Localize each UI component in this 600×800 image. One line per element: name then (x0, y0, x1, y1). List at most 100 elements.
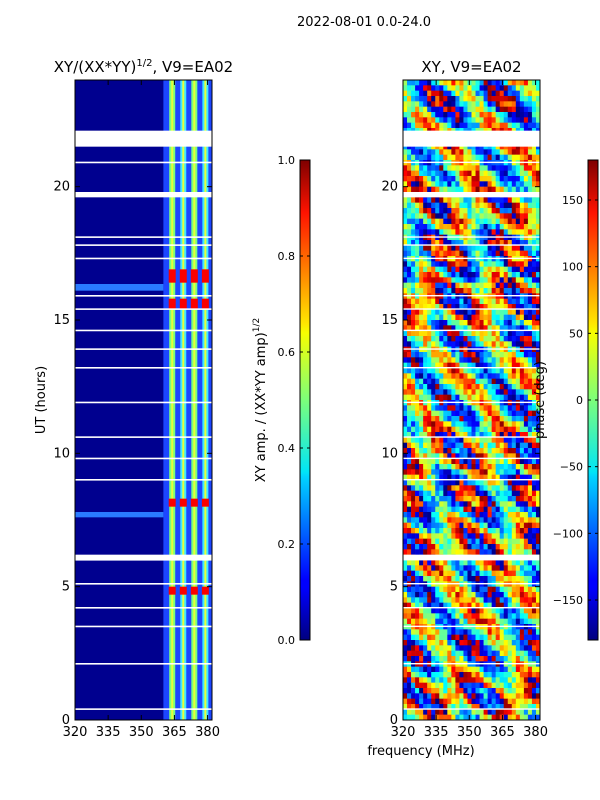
phase-cell (451, 277, 456, 283)
phase-cell (467, 384, 472, 390)
phase-cell (459, 272, 464, 278)
phase-cell (415, 474, 420, 481)
phase-cell (503, 90, 509, 97)
amplitude-blank-row (75, 236, 212, 238)
phase-cell (423, 565, 428, 571)
phase-cell (431, 245, 436, 251)
phase-cell (455, 336, 460, 342)
phase-cell (447, 202, 452, 209)
phase-cell (403, 384, 408, 390)
phase-cell (527, 485, 533, 491)
phase-cell (475, 336, 480, 342)
phase-cell (507, 474, 513, 481)
phase-cell (527, 320, 533, 326)
phase-cell (439, 432, 444, 438)
phase-cell (419, 496, 424, 502)
phase-cell (459, 480, 464, 486)
phase-cell (503, 645, 509, 651)
phase-cell (507, 458, 513, 465)
phase-cell (507, 688, 513, 694)
phase-cell (495, 277, 501, 283)
phase-cell (487, 240, 492, 246)
phase-cell (451, 394, 456, 401)
phase-cell (503, 213, 509, 219)
phase-cell (459, 176, 464, 182)
phase-cell (483, 538, 488, 545)
phase-cell (519, 80, 525, 86)
phase-cell (467, 517, 472, 523)
phase-cell (531, 688, 537, 694)
phase-cell (419, 672, 424, 678)
phase-cell (447, 96, 452, 102)
phase-cell (447, 544, 452, 550)
phase-cell (451, 90, 456, 97)
phase-cell (411, 218, 416, 225)
phase-cell (443, 250, 448, 257)
phase-cell (423, 362, 428, 369)
phase-cell (527, 266, 533, 273)
phase-cell (403, 496, 408, 502)
phase-cell (407, 677, 412, 683)
phase-cell (535, 341, 541, 347)
phase-cell (431, 384, 436, 390)
phase-cell (523, 714, 529, 721)
phase-cell (459, 149, 464, 155)
phase-cell (515, 570, 521, 577)
phase-cell (495, 698, 501, 705)
phase-cell (447, 698, 452, 705)
phase-cell (511, 682, 517, 689)
phase-cell (411, 197, 416, 203)
phase-cell (483, 362, 488, 369)
phase-cell (527, 389, 533, 395)
phase-cell (403, 208, 408, 214)
phase-cell (467, 218, 472, 225)
phase-cell (435, 298, 440, 305)
phase-cell (511, 80, 517, 86)
phase-cell (523, 672, 529, 678)
phase-cell (535, 629, 541, 635)
phase-cell (483, 458, 488, 465)
phase-cell (491, 170, 496, 177)
phase-cell (475, 272, 480, 278)
phase-cell (467, 368, 472, 374)
phase-cell (459, 677, 464, 683)
phase-cell (431, 224, 436, 230)
phase-cell (443, 421, 448, 427)
phase-cell (523, 240, 529, 246)
phase-cell (471, 266, 476, 273)
phase-cell (507, 442, 513, 449)
phase-cell (487, 714, 492, 721)
amplitude-colorbar: 0.00.20.40.60.81.0 XY amp. / (XX*YY amp)… (252, 154, 311, 647)
phase-cell (427, 432, 432, 438)
phase-cell (527, 405, 533, 411)
phase-cell (403, 112, 408, 118)
phase-cell (499, 650, 505, 657)
phase-cell (455, 458, 460, 465)
phase-cell (467, 165, 472, 171)
phase-cell (479, 266, 484, 273)
phase-cell (535, 442, 541, 449)
phase-cell (419, 261, 424, 267)
phase-cell (443, 608, 448, 614)
phase-cell (479, 501, 484, 507)
phase-cell (451, 272, 456, 278)
phase-cell (431, 117, 436, 123)
phase-cell (535, 389, 541, 395)
phase-cell (415, 266, 420, 273)
phase-cell (519, 181, 525, 187)
phase-cell (455, 384, 460, 390)
phase-cell (419, 144, 424, 150)
phase-cell (523, 528, 529, 534)
phase-cell (519, 709, 525, 715)
phase-cell (431, 85, 436, 91)
phase-cell (451, 501, 456, 507)
phase-cell (535, 597, 541, 603)
phase-cell (495, 538, 501, 545)
phase-cell (459, 570, 464, 577)
phase-cell (451, 96, 456, 102)
phase-cell (423, 709, 428, 715)
phase-cell (451, 218, 456, 225)
phase-cell (403, 698, 408, 705)
phase-cell (531, 570, 537, 577)
phase-cell (447, 362, 452, 369)
